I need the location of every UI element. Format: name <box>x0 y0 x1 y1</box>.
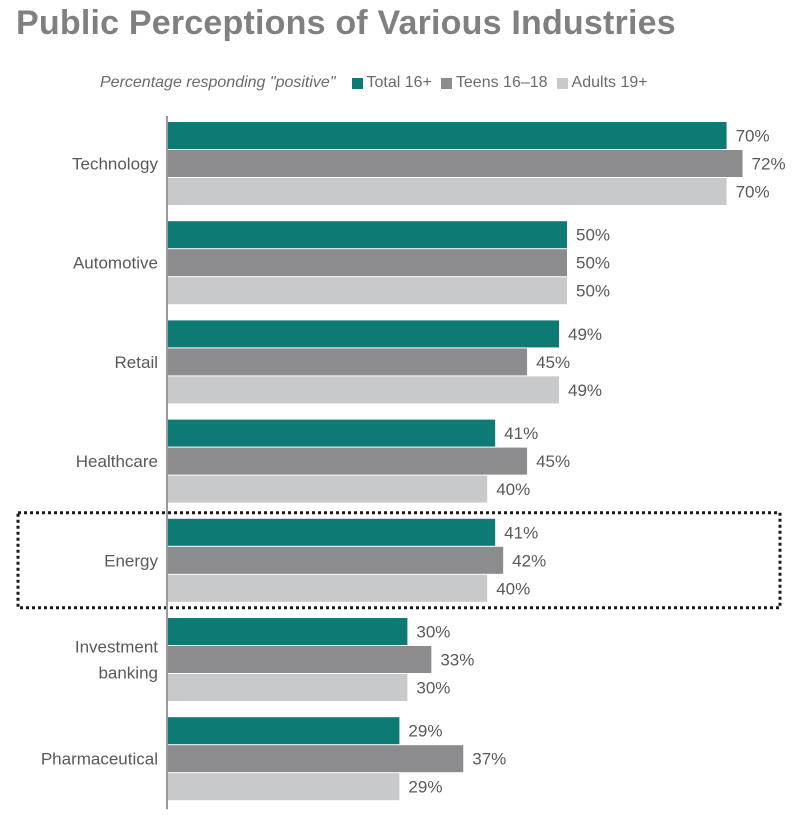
value-label-retail-adults-19: 49% <box>568 381 602 400</box>
legend-label-total: Total 16+ <box>366 74 432 91</box>
value-label-automotive-teens-16-18: 50% <box>576 254 610 273</box>
bar-investment-banking-total-16 <box>168 618 408 645</box>
value-label-retail-total-16: 49% <box>568 325 602 344</box>
legend-label-adults: Adults 19+ <box>571 74 648 91</box>
value-label-automotive-total-16: 50% <box>576 226 610 245</box>
bar-investment-banking-adults-19 <box>168 674 408 701</box>
value-label-healthcare-total-16: 41% <box>504 424 538 443</box>
category-label-pharmaceutical: Pharmaceutical <box>41 750 158 769</box>
bar-retail-total-16 <box>168 320 560 348</box>
bar-retail-adults-19 <box>168 376 560 404</box>
bar-healthcare-adults-19 <box>168 475 488 503</box>
bar-automotive-total-16 <box>168 221 567 249</box>
value-label-energy-total-16: 41% <box>504 523 538 542</box>
category-label-retail: Retail <box>115 353 158 372</box>
chart-subtitle: Percentage responding "positive" <box>100 74 336 91</box>
value-label-energy-teens-16-18: 42% <box>512 551 546 570</box>
bar-automotive-adults-19 <box>168 277 567 305</box>
chart-legend: Percentage responding "positive" Total 1… <box>100 72 657 94</box>
bar-technology-adults-19 <box>168 178 727 205</box>
bar-technology-teens-16-18 <box>168 150 743 177</box>
legend-item-adults: Adults 19+ <box>556 74 648 92</box>
value-label-retail-teens-16-18: 45% <box>536 353 570 372</box>
legend-swatch-teens <box>440 77 452 89</box>
highlight-box-energy <box>16 511 782 610</box>
bar-retail-teens-16-18 <box>168 348 528 376</box>
value-label-investment-banking-total-16: 30% <box>416 623 450 642</box>
value-label-healthcare-adults-19: 40% <box>496 480 530 499</box>
bar-automotive-teens-16-18 <box>168 249 567 277</box>
value-label-technology-teens-16-18: 72% <box>752 155 786 174</box>
bar-investment-banking-teens-16-18 <box>168 646 432 673</box>
value-label-healthcare-teens-16-18: 45% <box>536 452 570 471</box>
bar-pharmaceutical-total-16 <box>168 717 400 745</box>
legend-label-teens: Teens 16–18 <box>455 74 548 91</box>
bar-technology-total-16 <box>168 122 727 149</box>
value-label-pharmaceutical-teens-16-18: 37% <box>472 750 506 769</box>
legend-item-total: Total 16+ <box>351 74 432 92</box>
value-label-pharmaceutical-total-16: 29% <box>408 722 442 741</box>
value-label-pharmaceutical-adults-19: 29% <box>408 778 442 797</box>
value-label-technology-total-16: 70% <box>736 127 770 146</box>
bar-energy-teens-16-18 <box>168 546 504 574</box>
legend-item-teens: Teens 16–18 <box>440 74 548 92</box>
bar-healthcare-total-16 <box>168 419 496 447</box>
category-label-investment-banking: Investment banking <box>75 638 158 683</box>
bar-energy-adults-19 <box>168 574 488 602</box>
legend-swatch-adults <box>556 77 568 89</box>
bar-energy-total-16 <box>168 518 496 546</box>
category-label-healthcare: Healthcare <box>76 452 158 471</box>
value-label-energy-adults-19: 40% <box>496 579 530 598</box>
chart-title: Public Perceptions of Various Industries <box>16 4 676 42</box>
value-label-automotive-adults-19: 50% <box>576 282 610 301</box>
legend-swatch-total <box>351 77 363 89</box>
value-label-investment-banking-teens-16-18: 33% <box>440 651 474 670</box>
category-label-energy: Energy <box>104 551 158 570</box>
bar-pharmaceutical-adults-19 <box>168 773 400 801</box>
category-label-automotive: Automotive <box>73 254 158 273</box>
bar-pharmaceutical-teens-16-18 <box>168 745 464 773</box>
value-label-technology-adults-19: 70% <box>736 183 770 202</box>
value-label-investment-banking-adults-19: 30% <box>416 679 450 698</box>
bar-healthcare-teens-16-18 <box>168 447 528 475</box>
category-label-technology: Technology <box>72 155 159 174</box>
